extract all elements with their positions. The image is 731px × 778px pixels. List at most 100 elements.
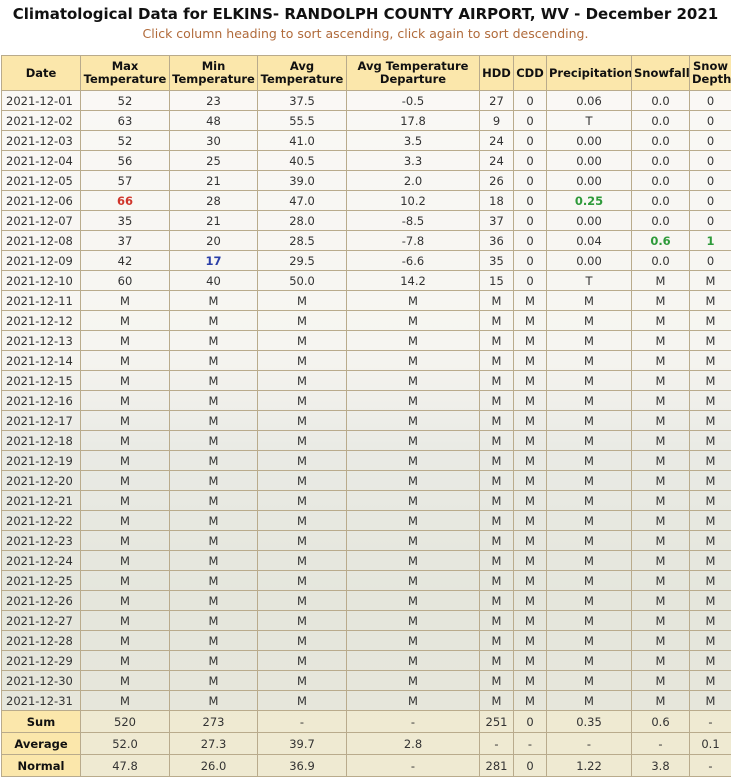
value-cell: M	[513, 550, 547, 571]
value-cell: 2.0	[346, 170, 480, 191]
date-cell: 2021-12-04	[1, 150, 81, 171]
column-header[interactable]: Snowfall	[631, 55, 690, 91]
value-cell: M	[689, 590, 731, 611]
column-header[interactable]: Avg Temperature	[257, 55, 347, 91]
column-header[interactable]: CDD	[513, 55, 547, 91]
value-cell: 20	[169, 230, 258, 251]
data-row: 2021-12-26 M M M M M M M M M	[1, 590, 731, 611]
value-cell: M	[689, 330, 731, 351]
value-cell: M	[513, 590, 547, 611]
value-cell: T	[546, 110, 632, 131]
value-cell: 9	[479, 110, 514, 131]
value-cell: 25	[169, 150, 258, 171]
column-header[interactable]: Min Temperature	[169, 55, 258, 91]
value-cell: M	[257, 650, 347, 671]
value-cell: M	[346, 690, 480, 711]
value-cell: -0.5	[346, 90, 480, 111]
value-cell: M	[346, 410, 480, 431]
value-cell: 0.00	[546, 170, 632, 191]
value-cell: M	[169, 410, 258, 431]
value-cell: M	[479, 330, 514, 351]
value-cell: 0.00	[546, 210, 632, 231]
column-header[interactable]: Snow Depth	[689, 55, 731, 91]
title: Climatological Data for ELKINS- RANDOLPH…	[12, 5, 719, 23]
value-cell: M	[257, 470, 347, 491]
value-cell: 52	[80, 130, 170, 151]
value-cell: M	[169, 590, 258, 611]
value-cell: M	[513, 470, 547, 491]
value-cell: M	[689, 390, 731, 411]
summary-cell: 0.35	[546, 710, 632, 733]
summary-cell: -	[346, 754, 480, 777]
value-cell: 18	[479, 190, 514, 211]
value-cell: M	[169, 670, 258, 691]
value-cell: M	[346, 430, 480, 451]
value-cell: 47.0	[257, 190, 347, 211]
value-cell: M	[689, 450, 731, 471]
date-cell: 2021-12-03	[1, 130, 81, 151]
value-cell: M	[689, 350, 731, 371]
value-cell: M	[689, 550, 731, 571]
value-cell: M	[169, 650, 258, 671]
value-cell: M	[546, 370, 632, 391]
value-cell: M	[346, 590, 480, 611]
value-cell: M	[689, 470, 731, 491]
value-cell: 29.5	[257, 250, 347, 271]
value-cell: M	[546, 470, 632, 491]
value-cell: 50.0	[257, 270, 347, 291]
data-row: 2021-12-12 M M M M M M M M M	[1, 310, 731, 331]
value-cell: M	[346, 570, 480, 591]
value-cell: M	[479, 690, 514, 711]
value-cell: M	[169, 630, 258, 651]
value-cell: 60	[80, 270, 170, 291]
value-cell: M	[346, 650, 480, 671]
summary-cell: -	[479, 732, 514, 755]
value-cell: M	[689, 530, 731, 551]
value-cell: M	[689, 610, 731, 631]
summary-label: Sum	[1, 710, 81, 733]
column-header[interactable]: Avg Temperature Departure	[346, 55, 480, 91]
value-cell: M	[631, 690, 690, 711]
summary-row: Average 52.0 27.3 39.7 2.8- - - -0.1	[1, 732, 731, 755]
summary-cell: 0	[513, 710, 547, 733]
value-cell: M	[257, 590, 347, 611]
column-header[interactable]: Max Temperature	[80, 55, 170, 91]
value-cell: M	[631, 650, 690, 671]
value-cell: M	[546, 410, 632, 431]
value-cell: M	[169, 290, 258, 311]
value-cell: M	[513, 530, 547, 551]
value-cell: 0.00	[546, 130, 632, 151]
value-cell: M	[631, 370, 690, 391]
value-cell: M	[257, 550, 347, 571]
summary-cell: 0.6	[631, 710, 690, 733]
date-cell: 2021-12-29	[1, 650, 81, 671]
value-cell: M	[346, 350, 480, 371]
value-cell: M	[257, 450, 347, 471]
column-header[interactable]: Date	[1, 55, 81, 91]
date-cell: 2021-12-06	[1, 190, 81, 211]
summary-cell: -	[346, 710, 480, 733]
value-cell: M	[80, 650, 170, 671]
value-cell: -7.8	[346, 230, 480, 251]
summary-cell: 520	[80, 710, 170, 733]
value-cell: 35	[479, 250, 514, 271]
value-cell: 17	[169, 250, 258, 271]
value-cell: -6.6	[346, 250, 480, 271]
value-cell: M	[546, 290, 632, 311]
value-cell: M	[631, 490, 690, 511]
value-cell: M	[257, 570, 347, 591]
value-cell: M	[479, 610, 514, 631]
value-cell: 0	[513, 90, 547, 111]
value-cell: M	[689, 310, 731, 331]
column-header[interactable]: HDD	[479, 55, 514, 91]
data-row: 2021-12-06 66 28 47.0 10.2 18 0 0.25 0.0 0	[1, 190, 731, 211]
data-row: 2021-12-18 M M M M M M M M M	[1, 430, 731, 451]
value-cell: M	[479, 410, 514, 431]
value-cell: M	[513, 410, 547, 431]
column-header[interactable]: Precipitation	[546, 55, 632, 91]
value-cell: M	[513, 610, 547, 631]
value-cell: M	[631, 410, 690, 431]
value-cell: M	[546, 330, 632, 351]
date-cell: 2021-12-27	[1, 610, 81, 631]
summary-cell: 52.0	[80, 732, 170, 755]
